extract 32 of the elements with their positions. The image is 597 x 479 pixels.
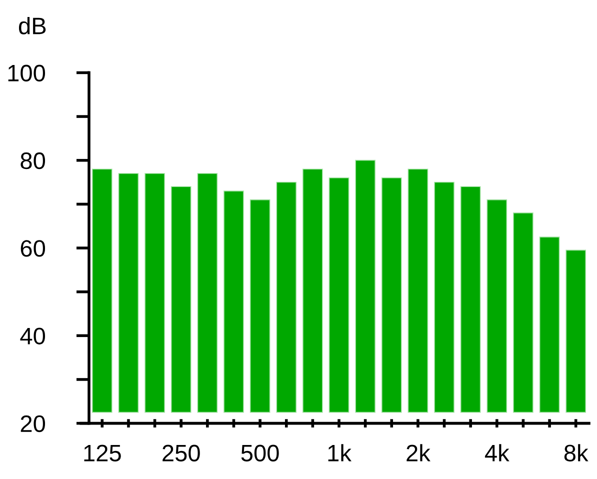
- y-tick-label: 100: [8, 64, 46, 82]
- bar: [197, 173, 218, 413]
- x-tick-label: 4k: [484, 444, 510, 462]
- y-tick-label: 60: [20, 240, 46, 257]
- bar: [92, 168, 112, 413]
- bar: [460, 186, 481, 413]
- x-tick-label: 250: [162, 444, 200, 462]
- x-tick-label: 1k: [328, 444, 352, 462]
- y-tick-label: 80: [20, 152, 46, 170]
- x-tick-label: 8k: [564, 444, 588, 462]
- bar: [250, 199, 270, 413]
- bar: [539, 236, 560, 413]
- y-tick-label: 20: [20, 415, 46, 432]
- bar: [566, 250, 586, 413]
- bar: [434, 182, 454, 413]
- y-axis-title: dB: [18, 16, 46, 34]
- bar: [302, 168, 323, 413]
- bar: [144, 173, 165, 413]
- x-tick-label: 500: [241, 444, 279, 462]
- bar: [381, 177, 402, 413]
- bar: [276, 182, 297, 413]
- bar: [486, 199, 508, 413]
- bar: [355, 160, 376, 413]
- bar: [513, 212, 534, 413]
- bar: [224, 190, 244, 413]
- bar: [118, 173, 139, 413]
- x-tick-label: 125: [84, 444, 121, 462]
- bar: [170, 186, 192, 413]
- y-tick-label: 40: [20, 328, 46, 344]
- x-tick-label: 2k: [406, 444, 430, 462]
- bar: [328, 177, 350, 413]
- bar: [408, 168, 428, 413]
